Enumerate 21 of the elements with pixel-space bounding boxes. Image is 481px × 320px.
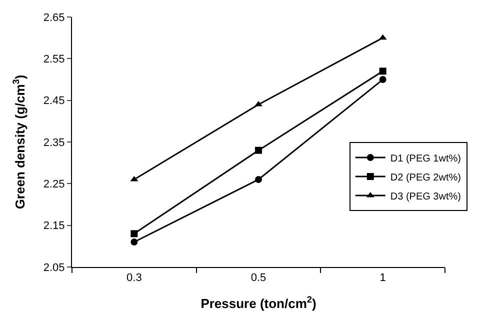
y-tick-label: 2.15 — [43, 220, 65, 232]
legend-label: D3 (PEG 3wt%) — [390, 191, 461, 202]
x-tick-label: 1 — [380, 272, 386, 284]
y-tick-label: 2.25 — [43, 178, 65, 191]
point — [378, 34, 387, 40]
point — [130, 230, 138, 238]
legend-label: D2 (PEG 2wt%) — [390, 172, 461, 184]
y-tick-label: 2.55 — [43, 54, 65, 66]
x-tick-label: 0.3 — [126, 272, 142, 284]
point — [255, 146, 262, 154]
x-axis-title: Pressure (ton/cm$^{2}$) — [200, 294, 316, 311]
y-tick-label: 2.65 — [43, 12, 65, 24]
point — [255, 176, 262, 183]
point — [379, 76, 386, 83]
point — [130, 238, 138, 246]
y-tick-label: 2.05 — [43, 262, 65, 274]
legend-label: D1 (PEG 1wt%) — [390, 153, 461, 164]
y-tick-label: 2.35 — [43, 136, 65, 149]
y-tick-label: 2.45 — [43, 95, 65, 108]
point — [379, 68, 386, 75]
x-tick-label: 0.5 — [250, 272, 266, 284]
